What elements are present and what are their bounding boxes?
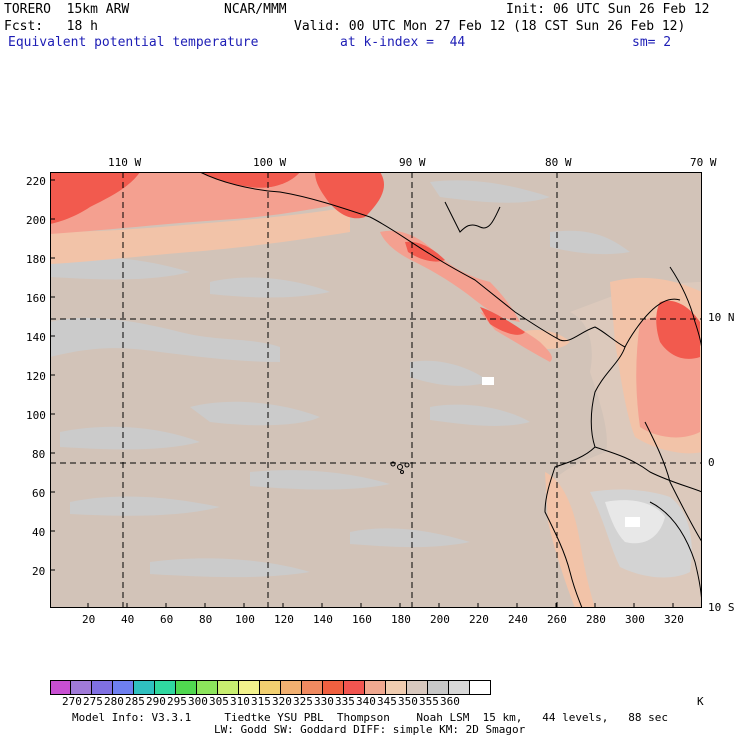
legend-label: 280 <box>104 695 124 708</box>
smoothing: sm= 2 <box>632 35 672 50</box>
legend-unit: K <box>697 695 704 708</box>
model-name: TORERO 15km ARW <box>4 2 130 17</box>
x-tick-140: 140 <box>313 613 333 626</box>
x-tick-120: 120 <box>274 613 294 626</box>
y-tick-20: 20 <box>32 565 46 578</box>
x-tick-200: 200 <box>430 613 450 626</box>
y-tick-220: 220 <box>26 175 46 188</box>
legend-swatch <box>218 681 239 694</box>
legend-label: 360 <box>440 695 460 708</box>
lon-label-110w: 110 W <box>108 156 142 169</box>
legend-swatch <box>281 681 302 694</box>
legend-label: 290 <box>146 695 166 708</box>
legend-label: 335 <box>335 695 355 708</box>
legend-swatch <box>470 681 491 694</box>
level-index: at k-index = 44 <box>340 35 466 50</box>
coastlines <box>199 172 702 608</box>
x-tick-100: 100 <box>235 613 255 626</box>
legend-swatch <box>449 681 470 694</box>
legend-label: 345 <box>377 695 397 708</box>
legend-colorbar <box>50 680 491 695</box>
legend-label: 310 <box>230 695 250 708</box>
legend-swatch <box>323 681 344 694</box>
organization: NCAR/MMM <box>224 2 287 17</box>
legend-swatch <box>134 681 155 694</box>
field-name: Equivalent potential temperature <box>8 35 259 50</box>
legend-swatch <box>407 681 428 694</box>
x-tick-160: 160 <box>352 613 372 626</box>
x-tick-40: 40 <box>121 613 135 626</box>
legend-label: 295 <box>167 695 187 708</box>
x-tick-240: 240 <box>508 613 528 626</box>
legend-swatch <box>176 681 197 694</box>
field-grey-patches <box>50 180 630 578</box>
legend-swatch <box>260 681 281 694</box>
x-tick-220: 220 <box>469 613 489 626</box>
legend-swatch <box>344 681 365 694</box>
lon-label-70w: 70 W <box>690 156 717 169</box>
legend-swatch <box>239 681 260 694</box>
x-tick-320: 320 <box>664 613 684 626</box>
field-white <box>482 377 640 527</box>
x-tick-180: 180 <box>391 613 411 626</box>
y-tick-140: 140 <box>26 331 46 344</box>
lat-label-0: 0 <box>708 456 715 469</box>
legend-label: 325 <box>293 695 313 708</box>
legend-swatch <box>155 681 176 694</box>
valid-time: Valid: 00 UTC Mon 27 Feb 12 (18 CST Sun … <box>294 19 686 34</box>
legend-swatch <box>71 681 92 694</box>
legend-swatch <box>386 681 407 694</box>
lon-label-100w: 100 W <box>253 156 287 169</box>
legend-swatch <box>365 681 386 694</box>
theta-e-map <box>50 172 702 608</box>
legend-label: 285 <box>125 695 145 708</box>
y-tick-160: 160 <box>26 292 46 305</box>
y-tick-100: 100 <box>26 409 46 422</box>
x-tick-300: 300 <box>625 613 645 626</box>
lon-label-90w: 90 W <box>399 156 426 169</box>
x-tick-20: 20 <box>82 613 96 626</box>
legend-swatch <box>50 681 71 694</box>
legend-label: 330 <box>314 695 334 708</box>
legend-label: 355 <box>419 695 439 708</box>
lon-label-80w: 80 W <box>545 156 572 169</box>
x-tick-60: 60 <box>160 613 174 626</box>
legend-swatch <box>302 681 323 694</box>
x-tick-280: 280 <box>586 613 606 626</box>
field-red <box>50 172 700 359</box>
legend-label: 305 <box>209 695 229 708</box>
galapagos-islands <box>390 461 410 474</box>
y-tick-200: 200 <box>26 214 46 227</box>
lat-label-10n: 10 N <box>708 311 735 324</box>
legend-label: 275 <box>83 695 103 708</box>
legend-label: 320 <box>272 695 292 708</box>
y-tick-60: 60 <box>32 487 46 500</box>
x-tick-260: 260 <box>547 613 567 626</box>
legend-swatch <box>428 681 449 694</box>
init-time: Init: 06 UTC Sun 26 Feb 12 <box>506 2 710 17</box>
forecast-hour: Fcst: 18 h <box>4 19 98 34</box>
legend-label: 270 <box>62 695 82 708</box>
legend-swatch <box>113 681 134 694</box>
legend-swatch <box>92 681 113 694</box>
y-tick-80: 80 <box>32 448 46 461</box>
model-physics: LW: Godd SW: Goddard DIFF: simple KM: 2D… <box>214 723 526 736</box>
y-tick-40: 40 <box>32 526 46 539</box>
x-tick-80: 80 <box>199 613 213 626</box>
model-info: Model Info: V3.3.1 Tiedtke YSU PBL Thomp… <box>72 711 669 724</box>
legend-label: 315 <box>251 695 271 708</box>
y-tick-180: 180 <box>26 253 46 266</box>
legend-label: 350 <box>398 695 418 708</box>
latlon-grid <box>50 172 702 608</box>
legend-swatch <box>197 681 218 694</box>
legend-label: 300 <box>188 695 208 708</box>
legend-label: 340 <box>356 695 376 708</box>
map-frame <box>50 172 702 608</box>
y-tick-120: 120 <box>26 370 46 383</box>
axis-ticks <box>50 179 674 608</box>
lat-label-10s: 10 S <box>708 601 735 614</box>
